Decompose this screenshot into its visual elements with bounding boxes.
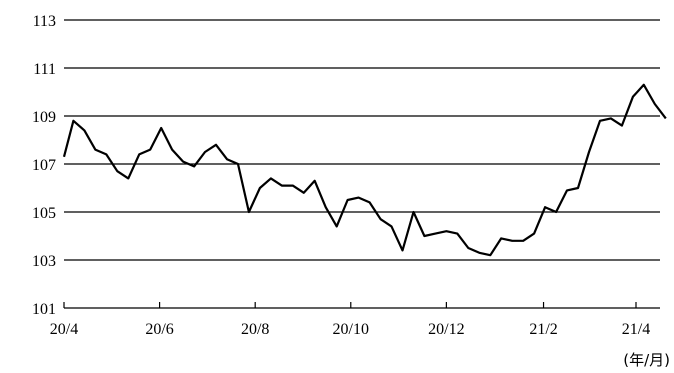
y-tick-label-6: 113 (33, 13, 56, 30)
x-axis (63, 302, 660, 309)
y-tick-label-3: 107 (32, 157, 56, 174)
x-tick-label-4: 20/12 (428, 321, 464, 338)
x-tick-label-0: 20/4 (50, 321, 78, 338)
y-tick-label-4: 109 (32, 109, 56, 126)
x-tick-label-6: 21/4 (622, 321, 650, 338)
x-tick-label-2: 20/8 (241, 321, 269, 338)
y-tick-label-0: 101 (32, 301, 56, 318)
x-axis-labels: 20/4 20/6 20/8 20/10 20/12 21/2 21/4 (50, 321, 650, 338)
x-tick-label-5: 21/2 (529, 321, 557, 338)
series-line-0 (62, 83, 667, 257)
series-layer (62, 83, 667, 257)
y-tick-label-1: 103 (32, 253, 56, 270)
x-axis-unit-label: (年/月) (623, 351, 670, 369)
x-tick-label-3: 20/10 (333, 321, 369, 338)
y-tick-label-2: 105 (32, 205, 56, 222)
y-axis-labels: 101 103 105 107 109 111 113 (32, 13, 56, 318)
x-tick-label-1: 20/6 (145, 321, 173, 338)
y-tick-label-5: 111 (33, 61, 56, 78)
gridlines (64, 19, 660, 261)
